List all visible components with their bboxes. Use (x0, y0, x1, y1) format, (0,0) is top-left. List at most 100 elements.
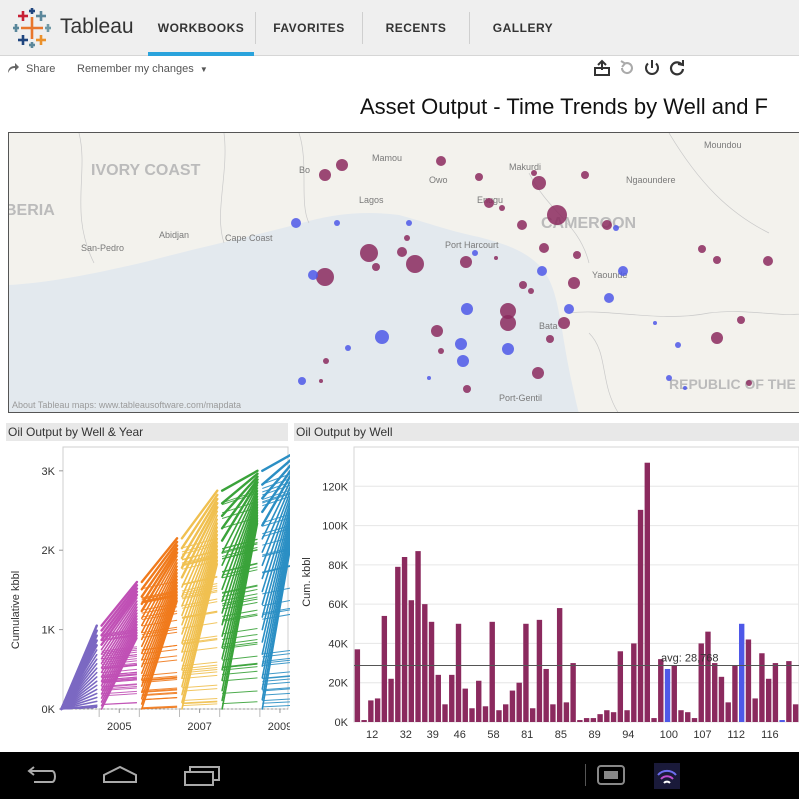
well-marker[interactable] (316, 268, 334, 286)
well-trend-line[interactable] (60, 624, 98, 711)
well-trend-line[interactable] (141, 659, 178, 665)
well-marker[interactable] (537, 266, 547, 276)
well-trend-line[interactable] (222, 666, 258, 671)
well-trend-line[interactable] (222, 601, 258, 610)
well-bar[interactable] (712, 663, 718, 722)
well-bar[interactable] (604, 710, 610, 722)
well-trend-line[interactable] (140, 555, 178, 620)
well-bar[interactable] (408, 600, 415, 722)
well-trend-line[interactable] (261, 475, 290, 580)
well-trend-line[interactable] (101, 633, 137, 640)
well-marker[interactable] (360, 244, 378, 262)
share-button[interactable]: Share (26, 63, 56, 75)
well-bar[interactable] (624, 710, 630, 722)
well-bar[interactable] (509, 690, 516, 722)
well-bar[interactable] (651, 718, 657, 722)
well-trend-line[interactable] (261, 492, 290, 655)
well-marker[interactable] (308, 270, 318, 280)
well-trend-line[interactable] (262, 491, 290, 504)
well-marker[interactable] (475, 173, 483, 181)
well-bar[interactable] (368, 700, 374, 722)
well-trend-line[interactable] (181, 545, 219, 671)
well-trend-line[interactable] (181, 589, 218, 598)
well-trend-line[interactable] (181, 598, 218, 607)
well-trend-line[interactable] (141, 691, 178, 696)
well-trend-line[interactable] (181, 688, 218, 692)
well-trend-line[interactable] (101, 660, 137, 666)
well-marker[interactable] (406, 255, 424, 273)
well-marker[interactable] (604, 293, 614, 303)
well-trend-line[interactable] (221, 509, 259, 660)
well-trend-line[interactable] (181, 639, 218, 645)
well-trend-line[interactable] (261, 498, 290, 679)
map-credit-link[interactable]: About Tableau maps: www.tableausoftware.… (12, 400, 241, 410)
tab-gallery[interactable]: GALLERY (492, 21, 554, 35)
well-marker[interactable] (499, 205, 505, 211)
well-trend-line[interactable] (261, 451, 290, 473)
well-map[interactable]: IVORY COAST BERIA CAMEROON REPUBLIC OF T… (8, 132, 799, 413)
well-trend-line[interactable] (141, 591, 178, 600)
well-trend-line[interactable] (141, 606, 178, 614)
well-marker[interactable] (438, 348, 444, 354)
well-trend-line[interactable] (181, 637, 218, 644)
well-trend-line[interactable] (100, 597, 138, 651)
well-trend-line[interactable] (222, 614, 258, 622)
well-trend-line[interactable] (181, 698, 218, 702)
well-trend-line[interactable] (221, 500, 258, 514)
well-trend-line[interactable] (261, 454, 290, 486)
well-trend-line[interactable] (261, 504, 290, 701)
well-trend-line[interactable] (180, 497, 219, 560)
well-trend-line[interactable] (180, 489, 219, 540)
well-marker[interactable] (460, 256, 472, 268)
remember-changes-dropdown[interactable]: Remember my changes ▼ (77, 63, 208, 75)
well-trend-line[interactable] (222, 670, 258, 676)
well-marker[interactable] (532, 367, 544, 379)
well-trend-line[interactable] (222, 663, 258, 669)
well-marker[interactable] (500, 303, 516, 319)
well-trend-line[interactable] (262, 688, 290, 692)
well-trend-line[interactable] (262, 662, 290, 667)
well-bar[interactable] (570, 663, 576, 722)
well-trend-line[interactable] (222, 662, 258, 668)
well-bar[interactable] (786, 661, 792, 722)
well-trend-line[interactable] (262, 675, 290, 680)
well-trend-line[interactable] (262, 692, 290, 696)
well-bar[interactable] (631, 643, 637, 722)
well-trend-line[interactable] (140, 537, 179, 584)
tab-recents[interactable]: RECENTS (385, 21, 447, 35)
well-trend-line[interactable] (222, 655, 258, 661)
well-trend-line[interactable] (141, 672, 178, 677)
well-marker[interactable] (455, 338, 467, 350)
well-trend-line[interactable] (261, 490, 290, 643)
well-trend-line[interactable] (221, 490, 259, 579)
well-bar[interactable] (354, 649, 361, 722)
well-bar[interactable] (664, 668, 671, 722)
well-trend-line[interactable] (262, 671, 290, 676)
well-trend-line[interactable] (141, 677, 178, 682)
well-trend-line[interactable] (261, 472, 290, 567)
well-trend-line[interactable] (140, 597, 178, 705)
well-trend-line[interactable] (222, 588, 258, 598)
well-trend-line[interactable] (141, 697, 178, 701)
well-trend-line[interactable] (181, 674, 218, 679)
well-trend-line[interactable] (140, 572, 178, 654)
well-trend-line[interactable] (221, 514, 259, 682)
well-trend-line[interactable] (101, 649, 137, 655)
well-trend-line[interactable] (262, 526, 290, 538)
well-trend-line[interactable] (262, 483, 290, 496)
well-marker[interactable] (531, 170, 537, 176)
well-marker[interactable] (345, 345, 351, 351)
well-trend-line[interactable] (222, 627, 258, 635)
well-trend-line[interactable] (221, 538, 258, 550)
well-trend-line[interactable] (222, 609, 258, 617)
well-trend-line[interactable] (141, 593, 178, 602)
well-trend-line[interactable] (181, 576, 218, 586)
well-trend-line[interactable] (101, 630, 138, 637)
well-bar[interactable] (738, 623, 745, 722)
well-trend-line[interactable] (261, 469, 290, 553)
well-marker[interactable] (372, 263, 380, 271)
well-bar[interactable] (516, 682, 522, 722)
well-bar[interactable] (610, 712, 617, 722)
well-trend-line[interactable] (181, 684, 218, 689)
well-marker[interactable] (653, 321, 657, 325)
